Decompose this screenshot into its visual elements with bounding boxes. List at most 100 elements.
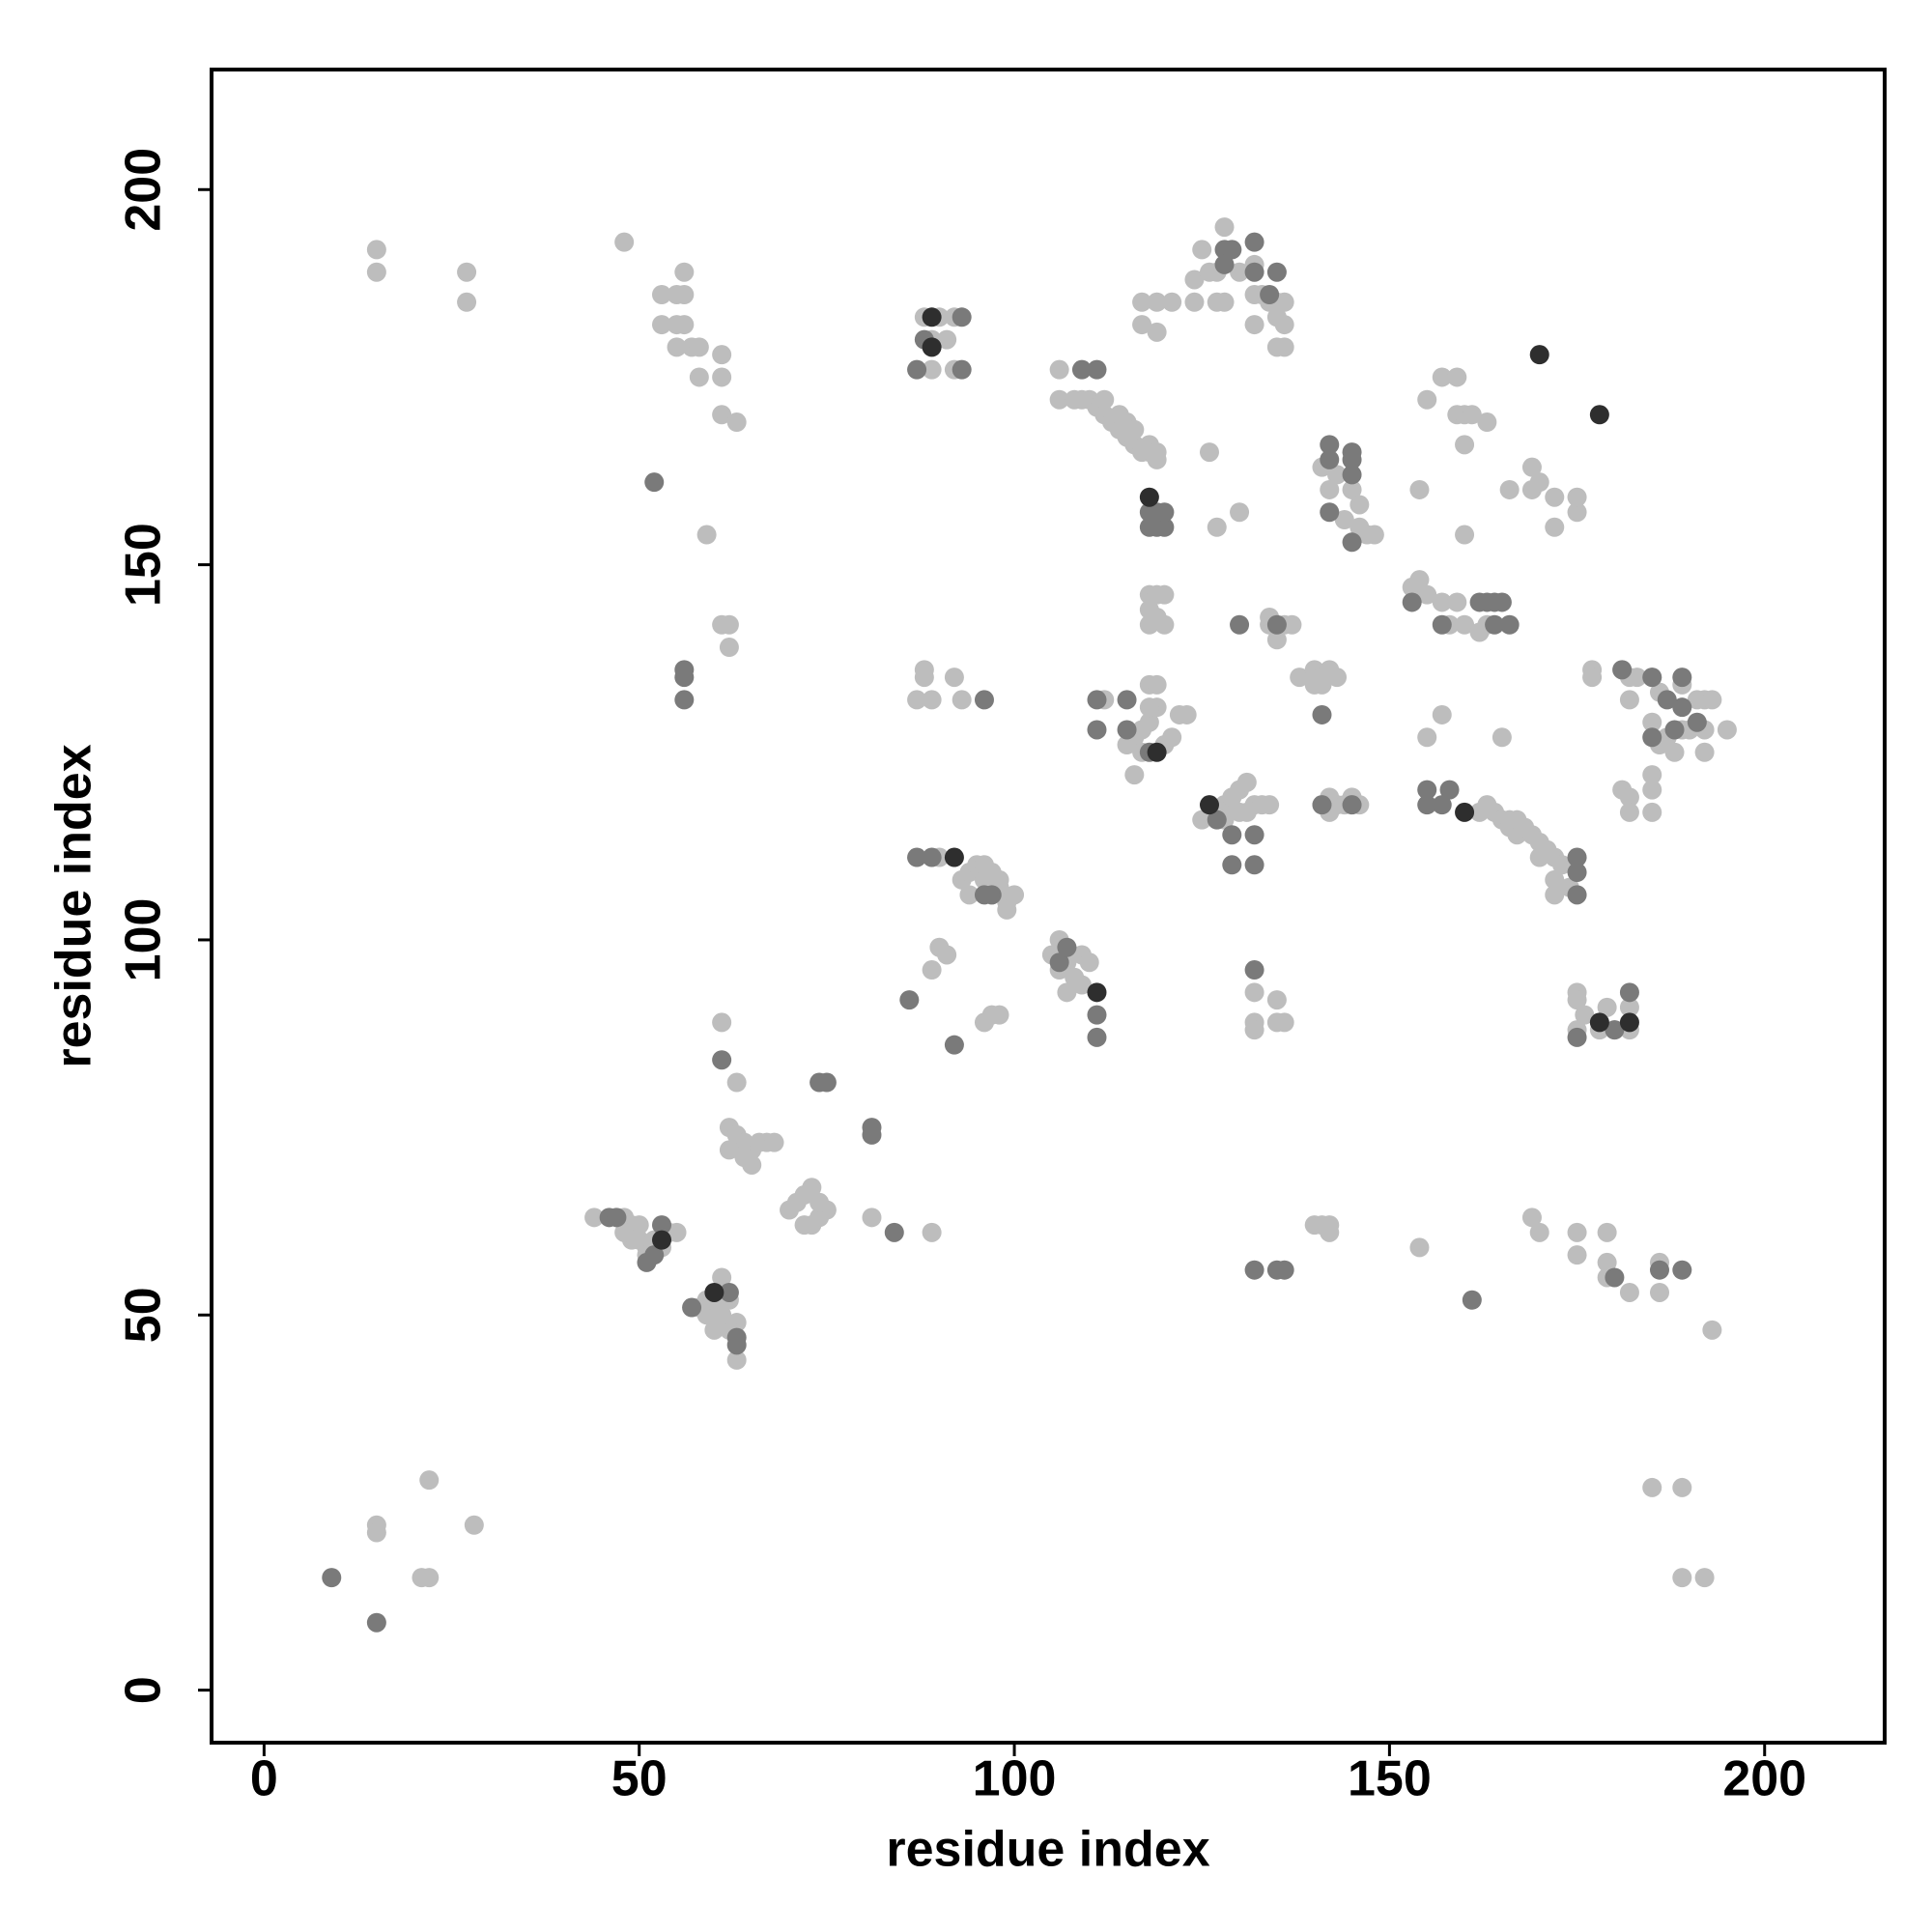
point bbox=[1117, 690, 1137, 710]
point bbox=[1117, 720, 1137, 740]
point bbox=[1132, 292, 1152, 312]
point bbox=[862, 1124, 882, 1145]
point bbox=[1664, 742, 1685, 762]
point bbox=[1236, 802, 1257, 822]
point bbox=[644, 472, 665, 493]
series bbox=[322, 232, 1707, 1633]
point bbox=[1567, 863, 1587, 883]
point bbox=[674, 285, 695, 305]
x-tick-label: 0 bbox=[250, 1751, 278, 1807]
point bbox=[674, 668, 695, 688]
point bbox=[1402, 592, 1422, 612]
point bbox=[1702, 1320, 1722, 1340]
point bbox=[1350, 517, 1370, 537]
point bbox=[1552, 855, 1573, 875]
point bbox=[1147, 292, 1167, 312]
point bbox=[1049, 389, 1069, 410]
point bbox=[726, 412, 747, 433]
point bbox=[1320, 449, 1340, 469]
point bbox=[1290, 668, 1310, 688]
point bbox=[1214, 292, 1235, 312]
point bbox=[1079, 952, 1099, 973]
point bbox=[989, 869, 1009, 890]
point bbox=[1266, 990, 1287, 1010]
y-tick-label: 0 bbox=[116, 1676, 172, 1704]
point bbox=[726, 1072, 747, 1093]
point bbox=[1649, 1260, 1669, 1280]
point bbox=[937, 945, 957, 965]
point bbox=[1132, 315, 1152, 335]
point bbox=[1462, 405, 1482, 425]
point bbox=[1567, 502, 1587, 523]
point bbox=[726, 1350, 747, 1370]
point bbox=[1455, 525, 1475, 545]
point bbox=[1230, 614, 1250, 635]
point bbox=[1687, 712, 1707, 732]
point bbox=[1589, 405, 1609, 425]
point bbox=[1672, 697, 1692, 718]
point bbox=[1207, 810, 1227, 830]
x-axis-title: residue index bbox=[886, 1822, 1209, 1878]
point bbox=[1477, 412, 1497, 433]
point bbox=[1432, 795, 1452, 815]
point bbox=[952, 307, 972, 327]
point bbox=[1455, 802, 1475, 822]
point bbox=[1304, 674, 1324, 695]
point bbox=[922, 1222, 942, 1242]
point bbox=[1266, 614, 1287, 635]
point bbox=[719, 614, 739, 635]
point bbox=[1320, 435, 1340, 455]
point bbox=[1236, 772, 1257, 792]
point bbox=[1619, 802, 1639, 822]
point bbox=[1087, 1027, 1107, 1047]
point bbox=[1244, 1020, 1264, 1040]
point bbox=[667, 337, 687, 357]
point bbox=[1162, 727, 1182, 748]
point bbox=[1139, 697, 1159, 718]
point bbox=[1605, 1267, 1625, 1288]
point bbox=[907, 359, 927, 380]
point bbox=[1642, 668, 1662, 688]
point bbox=[1492, 727, 1512, 748]
x-tick-label: 200 bbox=[1722, 1751, 1806, 1807]
point bbox=[719, 1282, 739, 1302]
point bbox=[1049, 359, 1069, 380]
point bbox=[1605, 1020, 1625, 1040]
point bbox=[1582, 668, 1603, 688]
point bbox=[1274, 337, 1294, 357]
point bbox=[1409, 1237, 1430, 1258]
point bbox=[1244, 960, 1264, 980]
point bbox=[1642, 1477, 1662, 1497]
point bbox=[816, 1072, 837, 1093]
point bbox=[1266, 630, 1287, 650]
point bbox=[366, 240, 386, 260]
point bbox=[704, 1320, 724, 1340]
point bbox=[712, 345, 732, 365]
point bbox=[922, 337, 942, 357]
point bbox=[1492, 592, 1512, 612]
x-tick-label: 50 bbox=[611, 1751, 668, 1807]
point bbox=[1214, 217, 1235, 238]
point bbox=[1462, 1290, 1482, 1310]
point bbox=[1139, 487, 1159, 507]
point bbox=[1320, 479, 1340, 499]
point bbox=[1087, 690, 1107, 710]
point bbox=[457, 292, 477, 312]
point bbox=[1244, 262, 1264, 282]
point bbox=[1529, 472, 1549, 493]
point bbox=[712, 1267, 732, 1288]
point bbox=[1432, 704, 1452, 724]
y-tick-label: 50 bbox=[116, 1287, 172, 1343]
y-tick-label: 150 bbox=[116, 523, 172, 607]
point bbox=[1192, 810, 1212, 830]
point bbox=[1455, 435, 1475, 455]
point bbox=[689, 337, 709, 357]
point bbox=[1567, 1245, 1587, 1265]
point bbox=[1312, 795, 1332, 815]
y-tick-label: 200 bbox=[116, 148, 172, 232]
point bbox=[1057, 982, 1077, 1003]
point bbox=[366, 262, 386, 282]
point bbox=[1642, 712, 1662, 732]
point bbox=[1222, 825, 1242, 845]
point bbox=[1567, 847, 1587, 867]
